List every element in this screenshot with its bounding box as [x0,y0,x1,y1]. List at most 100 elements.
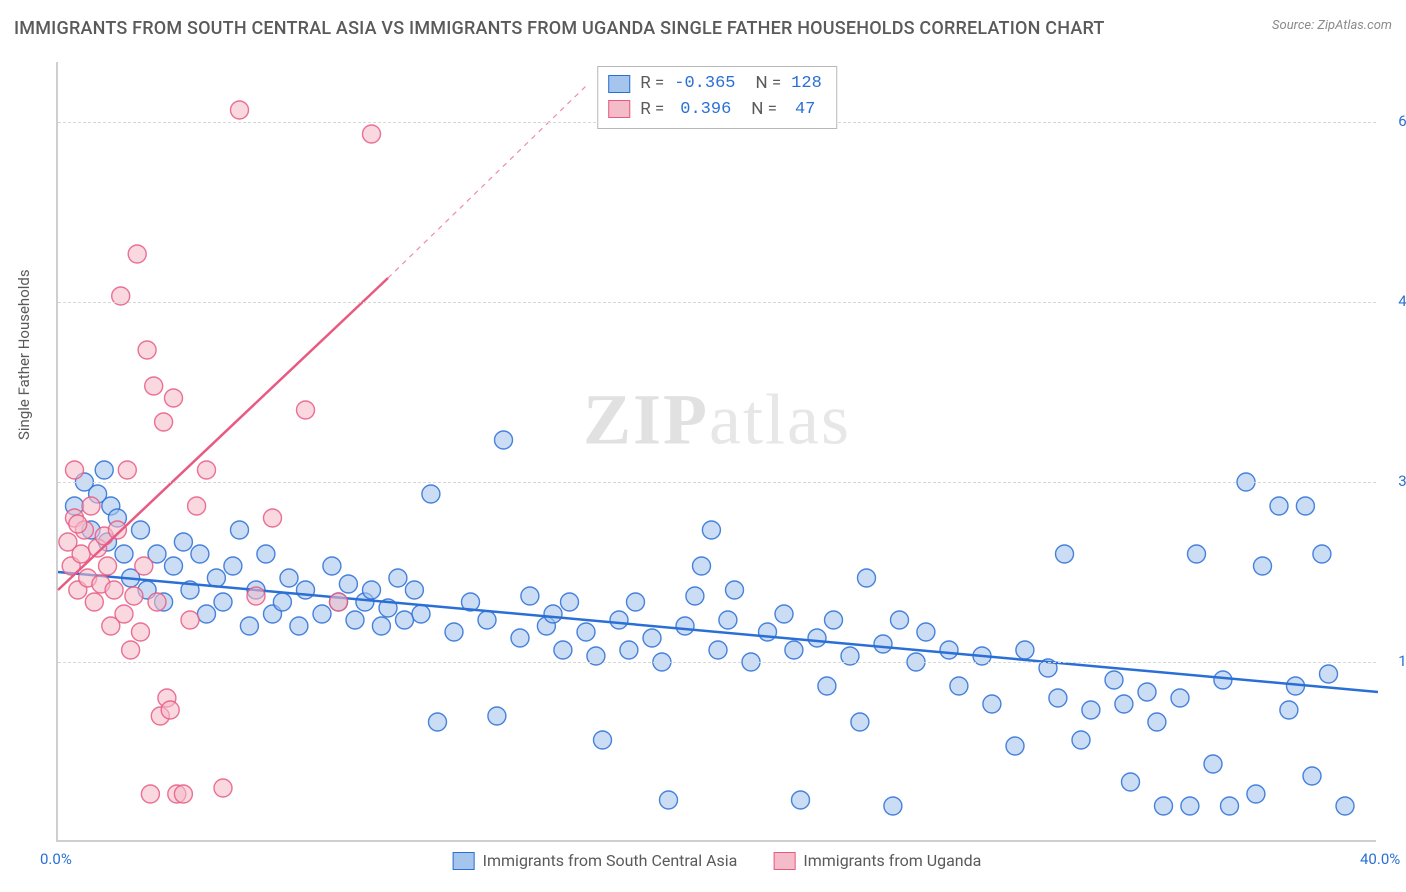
data-point [495,431,513,449]
source-attribution: Source: ZipAtlas.com [1272,18,1392,33]
legend-stats-box: R = -0.365 N = 128 R = 0.396 N = 47 [597,66,837,129]
data-point [396,611,414,629]
data-point [339,575,357,593]
legend-label-series2: Immigrants from Uganda [803,851,981,870]
data-point [273,593,291,611]
data-point [1072,731,1090,749]
data-point [69,515,87,533]
data-point [792,791,810,809]
data-point [1270,497,1288,515]
data-point [775,605,793,623]
data-point [884,797,902,815]
legend-swatch-series2-b [773,852,795,870]
data-point [610,611,628,629]
data-point [122,641,140,659]
data-point [627,593,645,611]
data-point [247,587,265,605]
data-point [290,617,308,635]
data-point [1181,797,1199,815]
data-point [165,389,183,407]
data-point [198,461,216,479]
data-point [1296,497,1314,515]
data-point [594,731,612,749]
data-point [161,701,179,719]
data-point [874,635,892,653]
data-point [676,617,694,635]
data-point [1214,671,1232,689]
data-point [818,677,836,695]
data-point [330,593,348,611]
data-point [323,557,341,575]
data-point [412,605,430,623]
data-point [405,581,423,599]
x-tick-label: 0.0% [40,850,72,868]
data-point [521,587,539,605]
data-point [105,581,123,599]
plot-area: ZIPatlas R = -0.365 N = 128 R = 0.396 N … [56,62,1376,842]
data-point [165,557,183,575]
y-axis-label: Single Father Households [15,269,33,440]
data-point [198,605,216,623]
data-point [280,569,298,587]
data-point [128,245,146,263]
data-point [429,713,447,731]
data-point [188,497,206,515]
data-point [174,533,192,551]
data-point [643,629,661,647]
data-point [1204,755,1222,773]
data-point [372,617,390,635]
data-point [99,557,117,575]
data-point [445,623,463,641]
legend-stats-row: R = 0.396 N = 47 [608,97,822,123]
y-tick-label: 3.0% [1398,472,1406,490]
legend-label-series1: Immigrants from South Central Asia [483,851,738,870]
data-point [1313,545,1331,563]
gridline [58,302,1376,303]
y-tick-label: 1.5% [1398,652,1406,670]
data-point [851,713,869,731]
data-point [1221,797,1239,815]
data-point [1155,797,1173,815]
data-point [577,623,595,641]
x-tick-label: 40.0% [1360,850,1400,868]
data-point [726,581,744,599]
data-point [686,587,704,605]
data-point [1188,545,1206,563]
data-point [155,413,173,431]
data-point [825,611,843,629]
data-point [488,707,506,725]
data-point [660,791,678,809]
data-point [148,593,166,611]
data-point [1280,701,1298,719]
legend-swatch-series1 [608,75,630,93]
data-point [132,623,150,641]
data-point [511,629,529,647]
data-point [346,611,364,629]
data-point [214,593,232,611]
data-point [1082,701,1100,719]
data-point [363,581,381,599]
data-point [1148,713,1166,731]
legend-series: Immigrants from South Central Asia Immig… [453,851,982,870]
data-point [1247,785,1265,803]
data-point [554,641,572,659]
data-point [132,521,150,539]
data-point [785,641,803,659]
legend-swatch-series1-b [453,852,475,870]
data-point [240,617,258,635]
data-point [181,611,199,629]
data-point [264,509,282,527]
data-point [1049,689,1067,707]
data-point [1254,557,1272,575]
plot-svg [58,62,1376,840]
data-point [858,569,876,587]
gridline [58,662,1376,663]
data-point [719,611,737,629]
data-point [1006,737,1024,755]
data-point [478,611,496,629]
data-point [115,605,133,623]
data-point [72,545,90,563]
data-point [917,623,935,641]
data-point [145,377,163,395]
n-value-series1: 128 [791,71,822,97]
